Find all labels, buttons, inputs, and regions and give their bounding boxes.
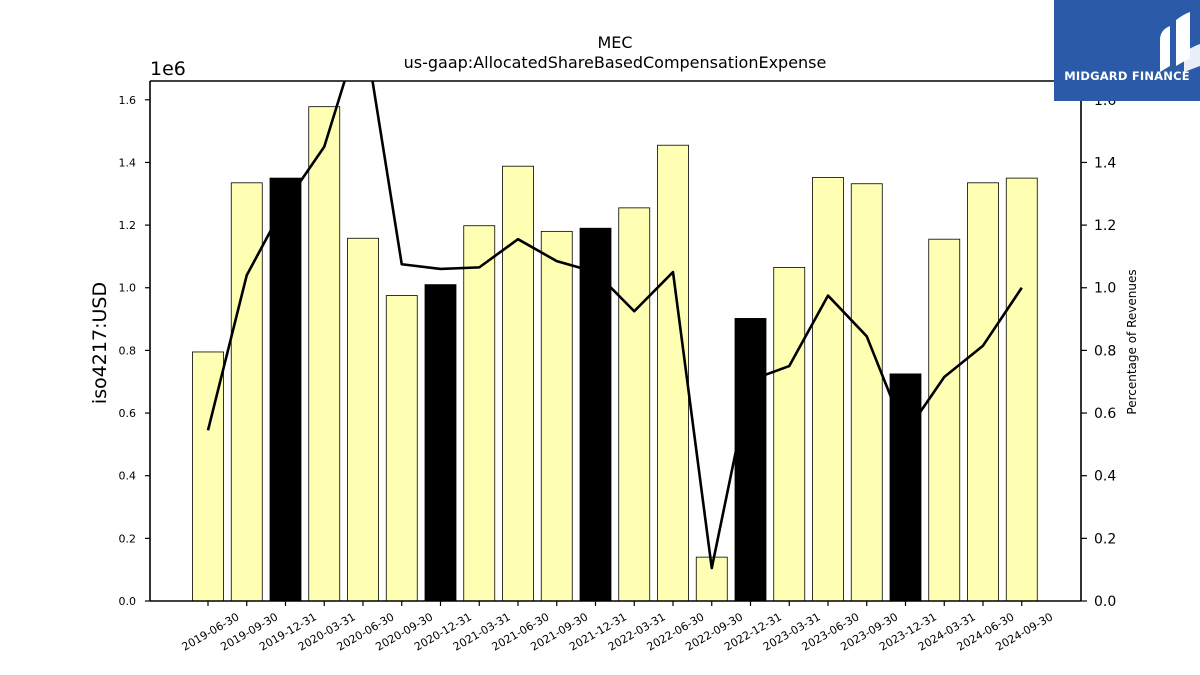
bar-2021-09-30 (540, 230, 573, 602)
logo: MIDGARD FINANCE (1054, 0, 1200, 101)
chart-subtitle: us-gaap:AllocatedShareBasedCompensationE… (404, 53, 827, 72)
bar-2024-03-31 (928, 238, 961, 602)
bar-2020-12-31 (424, 284, 457, 602)
bar-2021-12-31 (579, 227, 612, 602)
axes: 0.0 0.2 0.4 0.6 0.8 1.0 1.2 1.4 1.6 0.0 0.2 0.4 0.6 0… (119, 80, 1116, 654)
y2-tick-label: 0.2 (1094, 531, 1116, 547)
bar-2020-09-30 (385, 295, 418, 602)
chart-title: MEC (597, 33, 632, 52)
bar-2022-03-31 (618, 207, 651, 602)
bars (192, 106, 1038, 602)
bar-2022-06-30 (657, 144, 689, 602)
y-axis-label: iso4217:USD (89, 282, 111, 404)
bar-2020-03-31 (308, 106, 341, 602)
y2-axis-label: Percentage of Revenues (1125, 269, 1139, 414)
y2-tick-label: 1.0 (1094, 281, 1116, 297)
y-offset-label: 1e6 (150, 58, 186, 80)
bar-2022-12-31 (734, 318, 767, 602)
y2-tick-label: 1.4 (1094, 155, 1116, 171)
bar-2021-03-31 (463, 225, 496, 602)
y-tick-label: 0.0 (119, 595, 137, 608)
y-tick-label: 1.0 (119, 282, 137, 295)
y-tick-label: 1.6 (119, 94, 137, 107)
y-tick-label: 0.8 (119, 344, 137, 357)
y-tick-label: 0.4 (119, 470, 137, 483)
revenue-pct-line (206, 81, 1023, 570)
line-layer (206, 81, 1023, 570)
bar-2020-06-30 (347, 237, 379, 602)
bar-2023-12-31 (889, 373, 922, 602)
y2-tick-label: 0.8 (1094, 343, 1116, 359)
y2-tick-label: 0.0 (1094, 594, 1116, 610)
y-tick-label: 1.2 (119, 219, 137, 232)
bar-2023-09-30 (850, 183, 883, 602)
y-tick-label: 0.6 (119, 407, 137, 420)
y-tick-label: 1.4 (119, 156, 137, 169)
bar-2019-12-31 (269, 177, 302, 602)
y-tick-label: 0.2 (119, 532, 137, 545)
logo-text: MIDGARD FINANCE (1064, 69, 1190, 83)
bar-2023-03-31 (773, 266, 806, 602)
logo-mark-icon (1160, 12, 1200, 72)
bar-2019-09-30 (230, 182, 263, 602)
bar-2021-06-30 (502, 165, 534, 602)
bar-2024-06-30 (967, 182, 999, 602)
y2-tick-label: 0.4 (1094, 469, 1116, 485)
y2-tick-label: 1.2 (1094, 218, 1116, 234)
bar-2023-06-30 (812, 177, 844, 602)
bar-2024-09-30 (1005, 177, 1038, 602)
y2-tick-label: 0.6 (1094, 406, 1116, 422)
